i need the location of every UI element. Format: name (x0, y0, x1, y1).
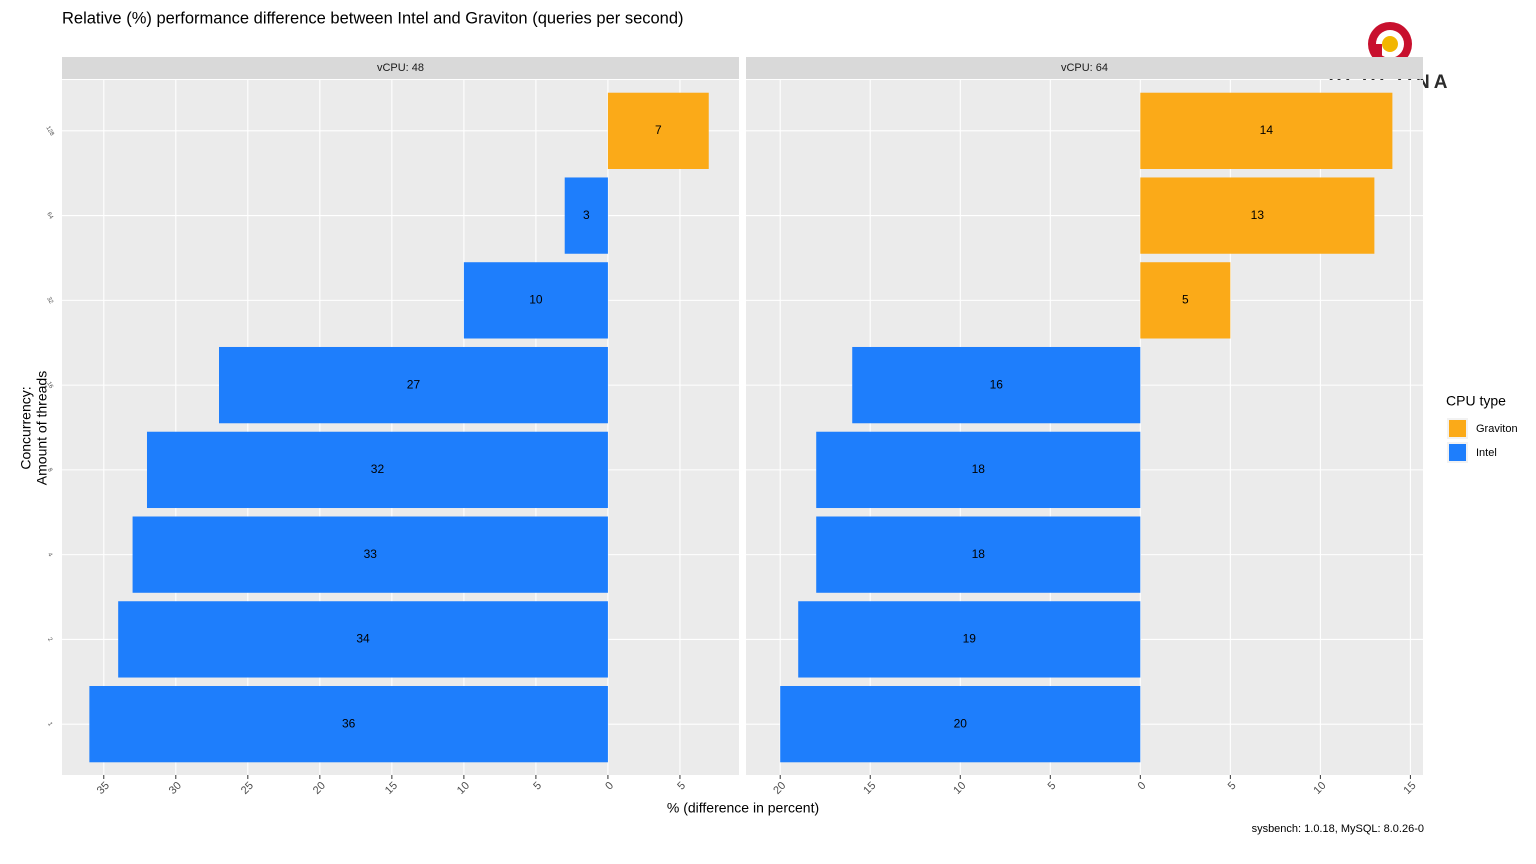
bar (607, 92, 709, 169)
bar (798, 601, 1141, 678)
x-tick-label: 10 (455, 780, 472, 797)
legend-label: Intel (1476, 447, 1497, 459)
x-tick-label: 0 (603, 780, 616, 793)
y-tick-label: 1 (46, 721, 53, 727)
x-tick-label: 15 (1401, 780, 1418, 797)
bar (780, 686, 1141, 763)
x-tick-label: 5 (1046, 780, 1059, 793)
legend-title: CPU type (1446, 393, 1506, 409)
bar (816, 431, 1141, 509)
data-label: 27 (407, 377, 421, 391)
caption: sysbench: 1.0.18, MySQL: 8.0.26-0 (1252, 823, 1424, 835)
bar (1140, 92, 1393, 169)
strip-title: vCPU: 64 (1061, 62, 1108, 74)
x-tick-label: 25 (239, 780, 256, 797)
y-tick-label: 32 (45, 296, 54, 305)
data-label: 33 (364, 547, 378, 561)
x-tick-label: 5 (675, 780, 688, 793)
y-tick-label: 64 (45, 212, 54, 221)
data-label: 18 (972, 462, 986, 476)
x-tick-label: 20 (771, 780, 788, 797)
bar (89, 686, 608, 763)
y-axis-label-line: Amount of threads (34, 371, 50, 485)
data-label: 16 (990, 377, 1004, 391)
data-label: 34 (356, 632, 370, 646)
strip (62, 57, 739, 79)
x-axis-label: % (difference in percent) (667, 800, 819, 816)
x-tick-label: 15 (383, 780, 400, 797)
data-label: 7 (655, 123, 662, 137)
legend-label: Graviton (1476, 423, 1518, 435)
x-tick-label: 20 (311, 780, 328, 797)
y-tick-label: 4 (46, 552, 53, 558)
logo-dot (1382, 36, 1398, 52)
bar (816, 516, 1141, 593)
x-tick-label: 15 (861, 780, 878, 797)
y-tick-label: 2 (46, 637, 53, 643)
x-tick-label: 35 (95, 780, 112, 797)
bar (1140, 177, 1375, 254)
bar (1140, 262, 1231, 339)
legend-swatch (1449, 420, 1466, 437)
x-tick-label: 0 (1136, 780, 1149, 793)
chart-title: Relative (%) performance difference betw… (62, 9, 684, 27)
x-tick-label: 5 (1226, 780, 1239, 793)
bar (132, 516, 608, 593)
y-tick-label: 128 (44, 125, 55, 137)
y-tick-label: 16 (45, 381, 54, 390)
bar (219, 346, 608, 424)
strip (746, 57, 1423, 79)
strip-title: vCPU: 48 (377, 62, 424, 74)
y-axis-label: Concurrency: Amount of threads (18, 371, 50, 485)
data-label: 13 (1251, 208, 1265, 222)
y-axis-label-line: Concurrency: (18, 386, 34, 469)
data-label: 36 (342, 716, 356, 730)
x-tick-label: 30 (167, 780, 184, 797)
data-label: 19 (963, 632, 977, 646)
x-tick-label: 5 (531, 780, 544, 793)
data-label: 18 (972, 547, 986, 561)
data-label: 10 (529, 293, 543, 307)
logo-stem (1376, 44, 1382, 64)
data-label: 5 (1182, 293, 1189, 307)
bar (118, 601, 608, 678)
data-label: 20 (954, 716, 968, 730)
bar (146, 431, 608, 509)
y-tick-label: 8 (46, 467, 53, 473)
x-tick-label: 10 (1311, 780, 1328, 797)
bar (564, 177, 608, 254)
legend-swatch (1449, 444, 1466, 461)
data-label: 32 (371, 462, 385, 476)
bar (463, 262, 608, 339)
data-label: 3 (583, 208, 590, 222)
bar (852, 346, 1141, 424)
x-tick-label: 10 (951, 780, 968, 797)
data-label: 14 (1260, 123, 1274, 137)
